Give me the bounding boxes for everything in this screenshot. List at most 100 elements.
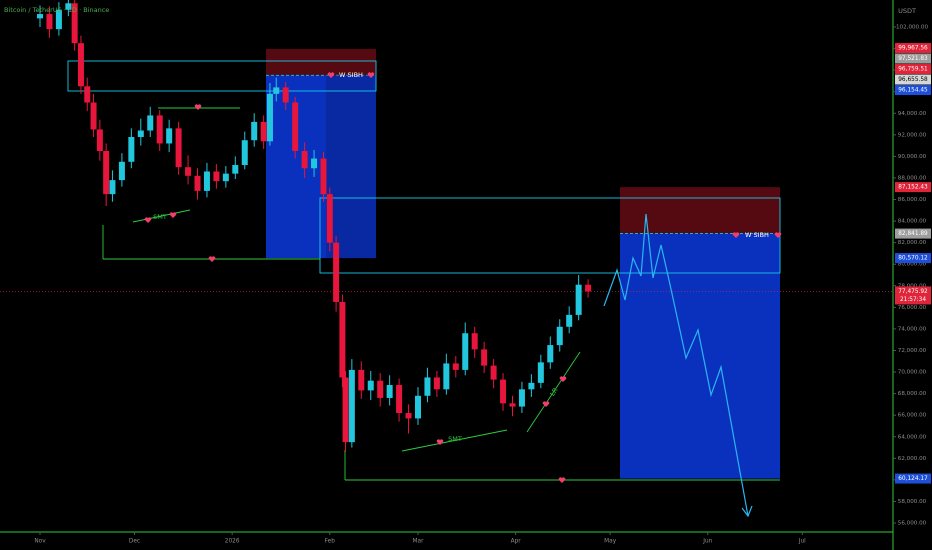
candle-body [128, 136, 135, 162]
price-label: 82,841.89 [898, 231, 928, 237]
price-label-box [895, 253, 931, 264]
candle-body [37, 14, 44, 19]
candle-body [367, 380, 374, 391]
heart-icon [208, 256, 216, 262]
candle-body [452, 363, 459, 370]
candle-body [301, 151, 308, 169]
hearts [144, 72, 782, 483]
price-label-box [895, 64, 931, 75]
price-label-box [895, 53, 931, 64]
candle-body [490, 365, 497, 380]
y-tick-label: 92,000.00 [898, 132, 927, 138]
y-tick-label: 66,000.00 [898, 413, 927, 419]
y-tick-label: 74,000.00 [898, 326, 927, 332]
y-tick-label: 72,000.00 [898, 348, 927, 354]
target-zone [620, 233, 780, 479]
smt-line [132, 209, 191, 223]
y-tick-label: 84,000.00 [898, 219, 927, 225]
y-tick-label: 78,000.00 [898, 283, 927, 289]
candle-body [377, 380, 384, 398]
heart-icon [169, 212, 177, 218]
candle-body [320, 158, 327, 195]
candle-body [46, 14, 53, 30]
heart-icon [367, 72, 375, 78]
smt-line [401, 429, 508, 452]
candle-body [509, 403, 516, 407]
candle-body [222, 173, 229, 182]
lr-line [526, 351, 581, 433]
candle-body [311, 158, 318, 169]
candle-body [232, 165, 239, 174]
candle-body [137, 130, 144, 137]
candle-body [71, 3, 78, 44]
candle-body [96, 129, 103, 152]
y-tick-label: 62,000.00 [898, 456, 927, 462]
projection-path [603, 213, 749, 517]
candle-body [241, 140, 248, 166]
price-label-box [895, 43, 931, 54]
stop-zone [620, 187, 780, 234]
x-tick-label: Jun [702, 539, 712, 545]
x-tick-label: Mar [413, 539, 425, 545]
candle-body [528, 382, 535, 390]
price-label: 96,759.51 [898, 67, 928, 73]
y-tick-label: 90,000.00 [898, 154, 927, 160]
y-tick-label: 76,000.00 [898, 305, 927, 311]
heart-icon [732, 232, 740, 238]
annotation: SMT [153, 213, 167, 221]
annotation: LR [548, 386, 559, 398]
heart-icon [194, 104, 202, 110]
y-tick-label: 82,000.00 [898, 240, 927, 246]
x-tick-label: Dec [129, 539, 140, 545]
candle-body [443, 363, 450, 390]
candle-body [77, 43, 84, 87]
axis-unit: USDT [898, 7, 916, 15]
candle-body [55, 9, 62, 30]
y-tick-label: 56,000.00 [898, 521, 927, 527]
candle-body [575, 284, 582, 315]
candle-body [213, 171, 220, 182]
price-label-box [895, 473, 931, 484]
price-label: 77,475.92 [898, 289, 928, 295]
chart-title: Bitcoin / TetherUS · 1D · Binance [4, 6, 109, 14]
y-tick-label: 70,000.00 [898, 370, 927, 376]
candle-body [433, 377, 440, 390]
candle-body [547, 345, 554, 363]
candle-body [156, 115, 163, 144]
price-label: 96,154.45 [898, 88, 928, 94]
candle-body [109, 180, 116, 195]
price-label: 80,570.12 [898, 256, 928, 262]
countdown: 21:57:34 [900, 297, 926, 303]
candle-body [518, 389, 525, 407]
candle-body [90, 102, 97, 130]
candle-body [103, 151, 110, 195]
candle-body [333, 242, 340, 302]
candle-body [556, 326, 563, 346]
x-tick-label: Nov [34, 539, 46, 545]
price-label: 97,521.83 [898, 56, 928, 62]
candle-body [462, 333, 469, 370]
x-tick-label: Apr [511, 539, 522, 545]
annotations: W SIBH W SIBH SMT SMT LR [153, 71, 769, 443]
x-tick-label: Jul [798, 539, 806, 545]
candles [37, 0, 592, 452]
candle-body [414, 395, 421, 419]
price-label-box [895, 74, 931, 85]
candle-body [566, 314, 573, 327]
candle-body [266, 93, 273, 142]
heart-icon [144, 217, 152, 223]
candle-body [500, 379, 507, 404]
x-tick-label: Feb [325, 539, 336, 545]
heart-icon [327, 72, 335, 78]
y-tick-label: 64,000.00 [898, 434, 927, 440]
x-tick-label: 2026 [225, 539, 240, 545]
candle-body [471, 333, 478, 350]
candle-body [147, 115, 154, 131]
heart-icon [774, 232, 782, 238]
candle-body [65, 3, 72, 10]
y-tick-label: 68,000.00 [898, 391, 927, 397]
candle-body [292, 102, 299, 152]
candle-body [358, 369, 365, 391]
